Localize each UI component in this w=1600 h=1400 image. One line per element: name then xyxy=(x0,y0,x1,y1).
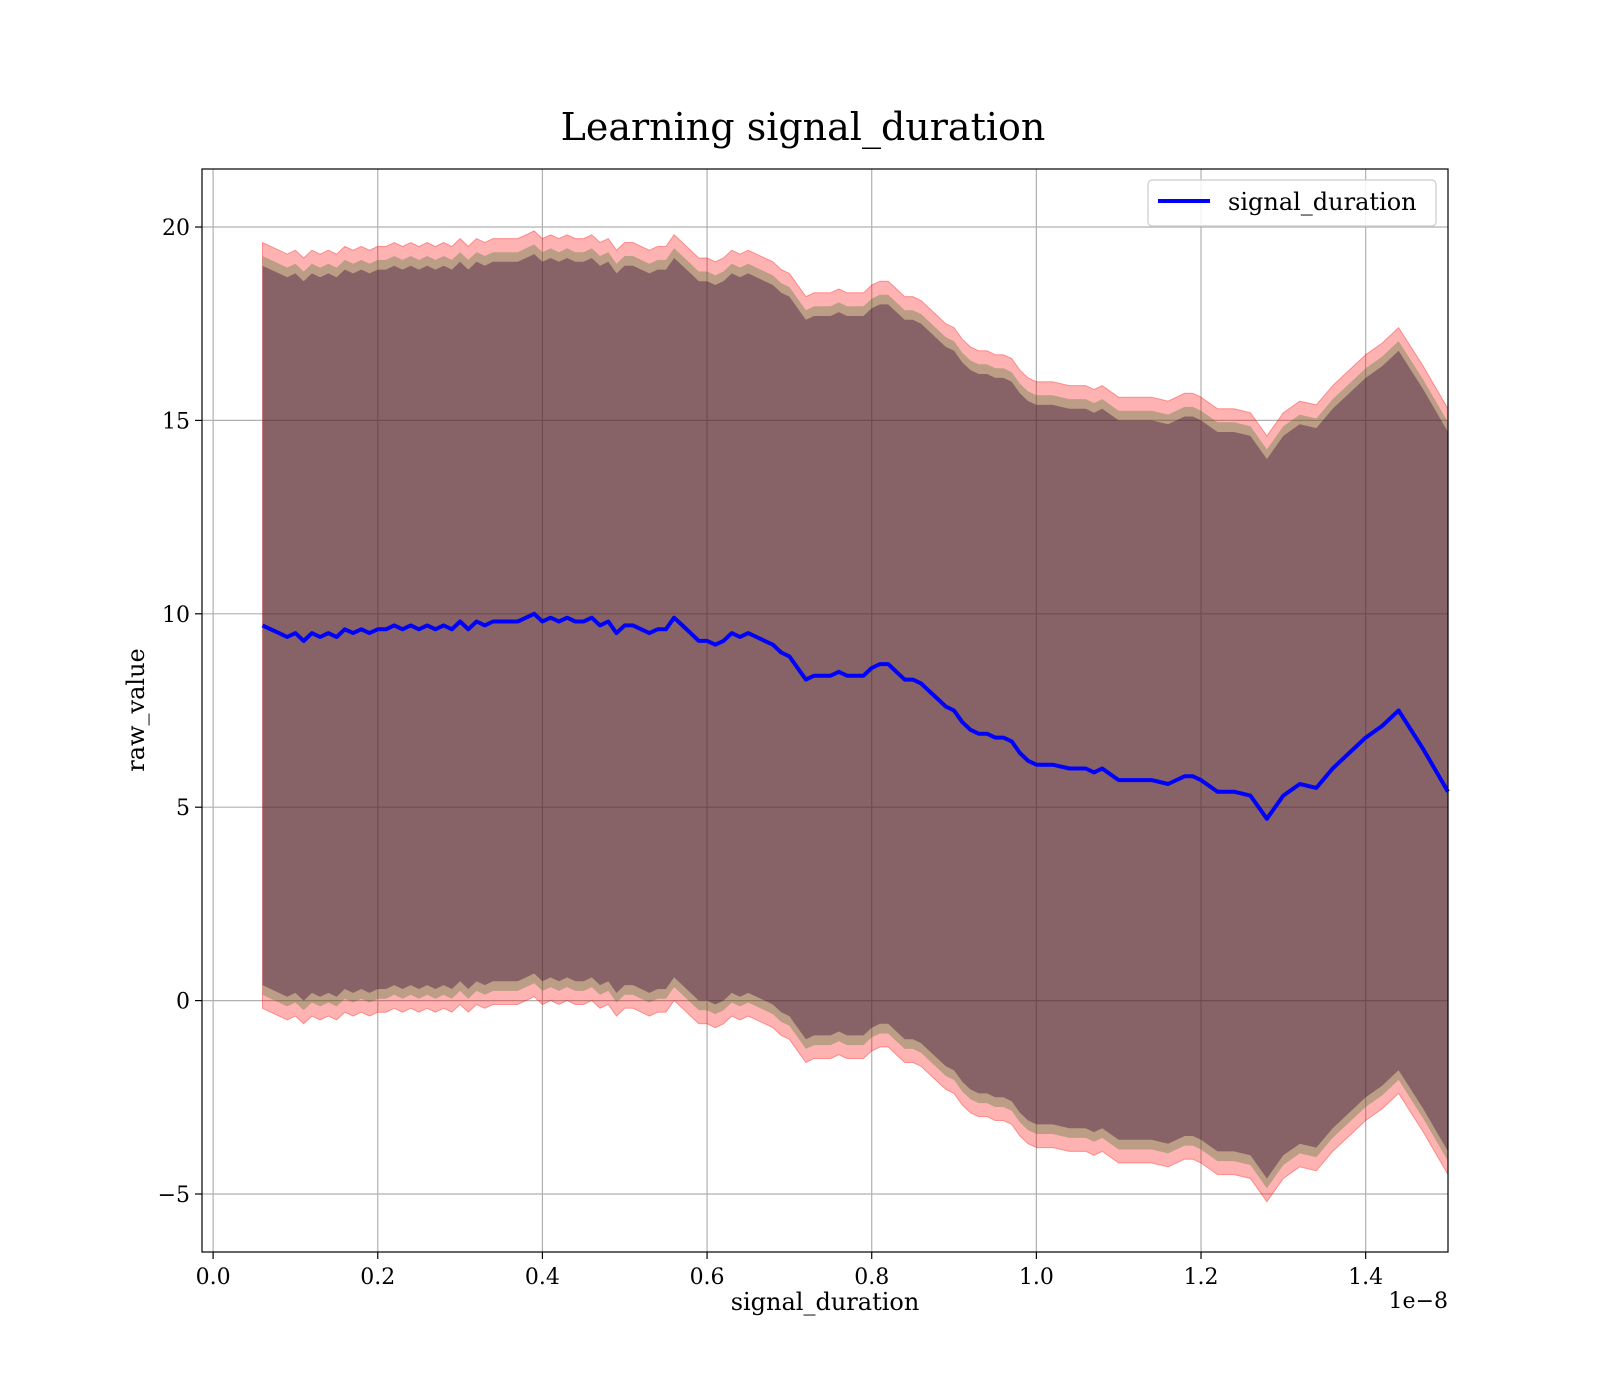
x-axis-label: signal_duration xyxy=(731,1288,920,1316)
band-core xyxy=(262,254,1448,1179)
legend-box xyxy=(1147,179,1437,227)
legend-entry-label: signal_duration xyxy=(1228,188,1417,216)
band-inner xyxy=(262,244,1448,1189)
x-tick-label: 0.6 xyxy=(690,1265,725,1290)
line-layer xyxy=(261,611,1450,821)
x-tick-label: 0.0 xyxy=(196,1265,231,1290)
y-tick-label: 15 xyxy=(162,409,190,434)
y-tick-label: 10 xyxy=(162,603,190,628)
confidence-band xyxy=(262,230,1449,1203)
x-tick-label: 0.8 xyxy=(854,1265,889,1290)
grid-layer xyxy=(202,169,1448,1252)
x-tick-label: 0.2 xyxy=(360,1265,395,1290)
legend: signal_duration xyxy=(1147,179,1437,227)
chart-title: Learning signal_duration xyxy=(561,105,1046,150)
x-tick-label: 1.2 xyxy=(1184,1265,1219,1290)
x-tick-label: 1.4 xyxy=(1348,1265,1383,1290)
plot-frame xyxy=(201,168,1449,1253)
x-tick-label: 1.0 xyxy=(1019,1265,1054,1290)
y-tick-label: 0 xyxy=(176,990,190,1015)
x-offset-label: 1e−8 xyxy=(1389,1289,1448,1314)
series-line-signal-duration xyxy=(261,611,1450,821)
x-tick-label: 0.4 xyxy=(525,1265,560,1290)
tick-layer: 0.0 0.2 0.4 0.6 0.8 1.0 1.2 1.4 −5 0 5 10 15 20 xyxy=(158,216,1384,1290)
y-tick-label: −5 xyxy=(158,1183,190,1208)
y-axis-label: raw_value xyxy=(122,648,150,772)
y-tick-label: 20 xyxy=(162,216,190,241)
y-tick-label: 5 xyxy=(176,796,190,821)
